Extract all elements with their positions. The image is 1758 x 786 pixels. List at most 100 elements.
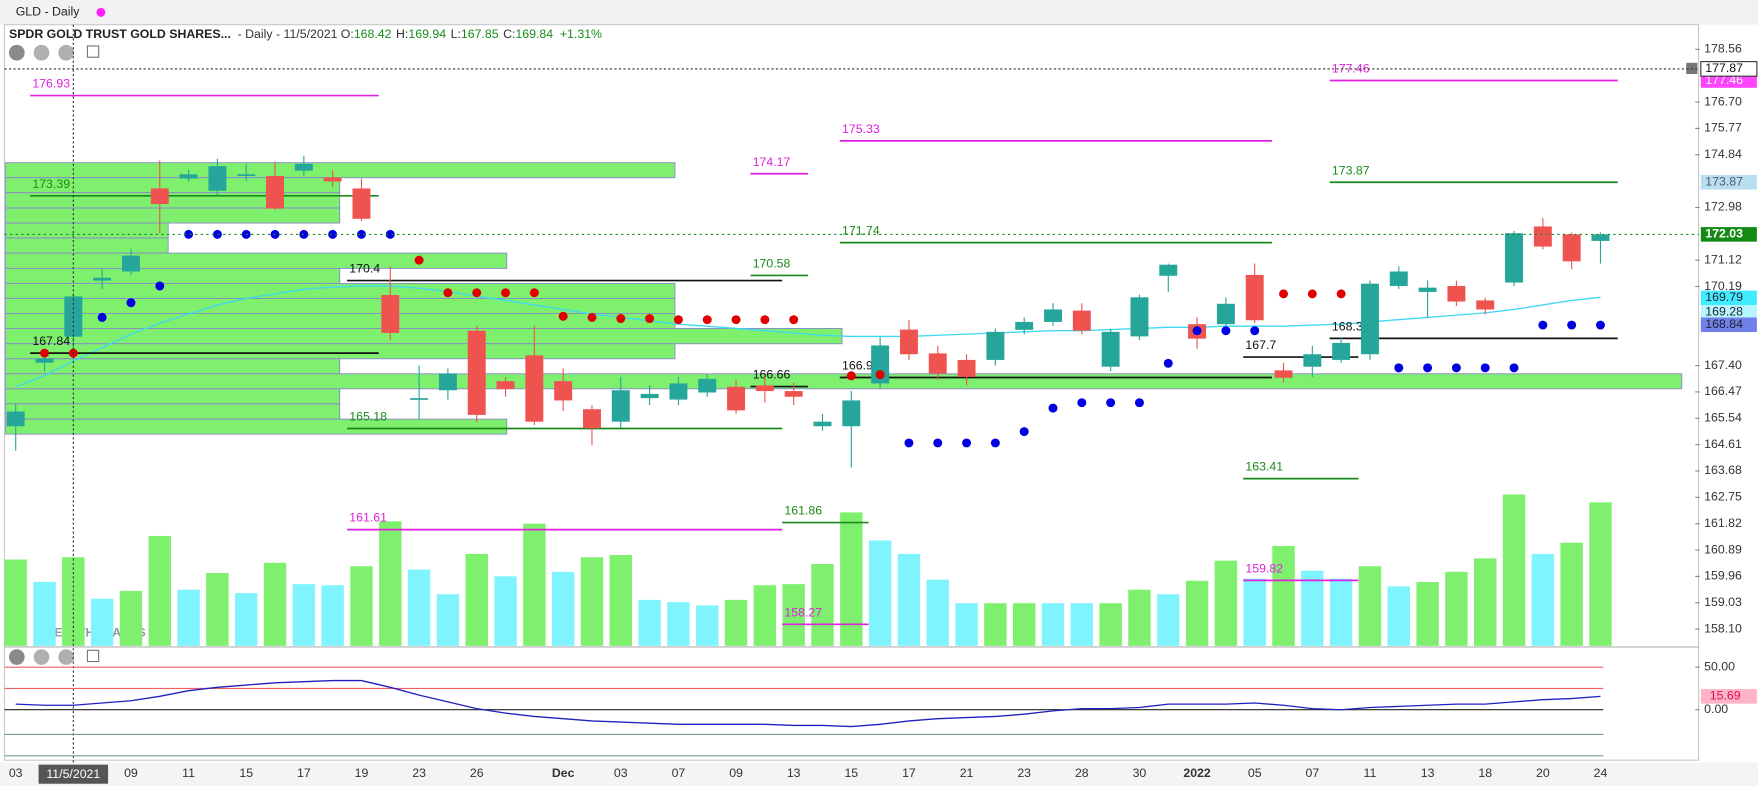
candle-body <box>611 390 630 422</box>
candle-body <box>294 163 313 171</box>
level-label: 166.66 <box>753 368 791 382</box>
candle-body <box>525 355 544 422</box>
candle-body <box>957 359 976 377</box>
indicator-last-box <box>1700 689 1757 704</box>
ohlc-value: 168.42 <box>354 27 392 41</box>
signal-dot <box>904 438 914 448</box>
price-label: 169.79 <box>1705 290 1743 304</box>
tool-button[interactable] <box>33 649 50 665</box>
symbol: SPDR GOLD TRUST GOLD SHARES... <box>9 27 231 41</box>
x-tick-label: 28 <box>1075 766 1089 780</box>
candle-body <box>150 188 169 205</box>
volume-bar <box>696 605 719 646</box>
volume-bar <box>811 563 834 646</box>
volume-bar <box>350 566 373 646</box>
signal-dot <box>875 370 885 380</box>
candle-body <box>1101 331 1120 367</box>
tool-button[interactable] <box>8 649 25 665</box>
volume-bar <box>494 576 517 646</box>
volume-bar <box>1128 589 1151 646</box>
signal-dot <box>40 348 49 358</box>
candle-body <box>1591 234 1610 241</box>
candle-body <box>1274 370 1293 378</box>
level-label: 167.84 <box>32 334 70 348</box>
tool-button[interactable] <box>33 44 50 61</box>
candle-body <box>928 353 947 374</box>
signal-dot <box>702 315 712 325</box>
volume-bar <box>90 598 114 646</box>
signal-dot <box>1394 363 1404 373</box>
price-label-box <box>1700 317 1757 333</box>
crosshair-price-box <box>1700 61 1758 77</box>
volume-bar <box>33 581 56 646</box>
signal-dot <box>328 229 338 239</box>
ohlc-label: C: <box>503 27 515 41</box>
x-tick-label: 17 <box>902 766 916 780</box>
volume-bar <box>868 540 892 646</box>
signal-dot <box>990 438 1000 448</box>
symbol-line: SPDR GOLD TRUST GOLD SHARES... - Daily - … <box>9 27 602 41</box>
volume-profile-bar <box>5 343 676 360</box>
volume-bar <box>724 599 748 646</box>
volume-bar <box>897 553 921 646</box>
signal-dot <box>789 315 799 325</box>
candle-body <box>1447 285 1466 302</box>
volume-bar <box>436 594 460 646</box>
candle-body <box>6 411 25 427</box>
y-tick-label: 160.89 <box>1704 542 1742 556</box>
price-label: 168.84 <box>1705 317 1743 331</box>
price-label: 169.28 <box>1705 305 1743 319</box>
level-label: 161.86 <box>784 504 822 518</box>
volume-bar <box>609 555 633 646</box>
volume-profile-bar <box>5 252 508 269</box>
candle-body <box>1303 354 1322 367</box>
y-tick-label: 163.68 <box>1704 463 1742 477</box>
y-tick-label: 171.12 <box>1704 252 1742 266</box>
volume-bar <box>782 584 805 646</box>
volume-bar <box>1416 581 1439 646</box>
candle-body <box>352 188 371 219</box>
tool-button[interactable] <box>8 44 25 61</box>
candle-body <box>35 358 54 363</box>
candle-body <box>208 166 227 191</box>
level-label: 163.41 <box>1245 460 1283 474</box>
signal-dot <box>1336 289 1346 299</box>
volume-bar <box>234 593 258 646</box>
level-label: 170.4 <box>349 262 380 276</box>
signal-dot <box>731 315 741 325</box>
signal-dot <box>587 312 597 322</box>
volume-profile-bar <box>5 237 169 254</box>
volume-bar <box>379 521 402 646</box>
volume-bar <box>840 512 863 646</box>
level-label: 165.18 <box>349 410 387 424</box>
signal-dot <box>1279 289 1289 299</box>
volume-bar <box>1502 494 1526 646</box>
volume-bar <box>407 569 431 646</box>
tool-button[interactable] <box>58 649 74 665</box>
volume-bar <box>1531 553 1555 646</box>
volume-bar <box>1445 571 1468 646</box>
x-tick-label: 13 <box>1421 766 1435 780</box>
volume-bar <box>119 590 143 646</box>
tool-button[interactable] <box>58 44 74 61</box>
candle-body <box>1332 342 1351 360</box>
status-dot <box>96 7 106 17</box>
volume-bar <box>1012 603 1036 646</box>
volume-bar <box>926 579 949 646</box>
x-tick-label: 05 <box>1248 766 1262 780</box>
volume-bar <box>667 602 690 646</box>
candle-body <box>755 385 774 392</box>
tool-button[interactable] <box>86 649 100 663</box>
x-tick-label: 11 <box>182 766 195 780</box>
x-tick-label: 15 <box>844 766 858 780</box>
volume-bar <box>465 553 488 646</box>
x-tick-label: 24 <box>1594 766 1608 780</box>
volume-bar <box>1214 560 1238 646</box>
tool-button[interactable] <box>86 45 100 58</box>
volume-bar <box>263 562 287 646</box>
candle-body <box>813 421 832 427</box>
y-tick-label: 175.77 <box>1704 121 1742 135</box>
ohlc-label: O: <box>341 27 354 41</box>
candle-body <box>1245 274 1264 321</box>
